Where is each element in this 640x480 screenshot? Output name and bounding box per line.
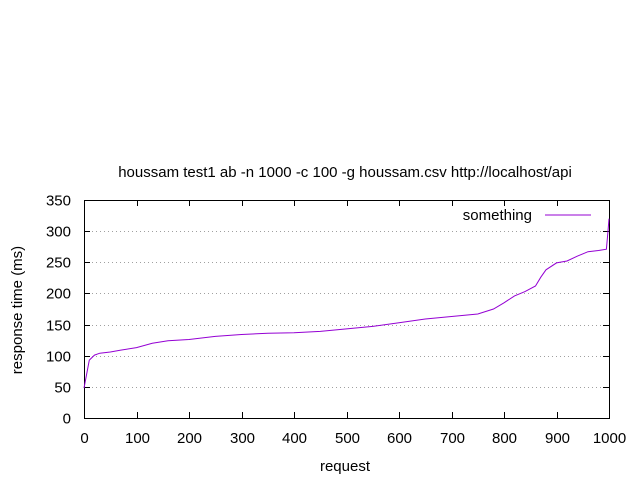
x-tick-label: 900: [545, 430, 570, 447]
y-tick-label: 350: [46, 193, 71, 210]
y-tick-labels: 0 50 100 150 200 250 300 350: [46, 193, 71, 428]
y-tick-label: 300: [46, 224, 71, 241]
legend: something: [463, 207, 591, 224]
y-tick-label: 200: [46, 286, 71, 303]
x-tick-label: 200: [177, 430, 202, 447]
x-tick-label: 400: [282, 430, 307, 447]
series-line-something: [83, 218, 610, 389]
x-tick-label: 500: [335, 430, 360, 447]
y-tick-label: 250: [46, 255, 71, 272]
grid-lines: [84, 231, 609, 388]
x-axis-label: request: [320, 458, 371, 475]
legend-label: something: [463, 207, 532, 224]
x-tick-label: 100: [125, 430, 150, 447]
x-tick-label: 700: [440, 430, 465, 447]
x-tick-label: 600: [387, 430, 412, 447]
y-axis-label: response time (ms): [9, 246, 26, 374]
y-tick-label: 100: [46, 349, 71, 366]
chart-title: houssam test1 ab -n 1000 -c 100 -g houss…: [118, 164, 572, 181]
y-tick-label: 0: [63, 411, 71, 428]
x-tick-label: 0: [80, 430, 88, 447]
x-tick-label: 800: [492, 430, 517, 447]
axis-ticks: [84, 200, 610, 419]
x-tick-labels: 0 100 200 300 400 500 600 700 800 900 1000: [80, 430, 626, 447]
x-tick-label: 1000: [593, 430, 626, 447]
y-tick-label: 50: [54, 380, 71, 397]
plot-frame: [84, 200, 610, 419]
y-tick-label: 150: [46, 318, 71, 335]
x-tick-label: 300: [230, 430, 255, 447]
